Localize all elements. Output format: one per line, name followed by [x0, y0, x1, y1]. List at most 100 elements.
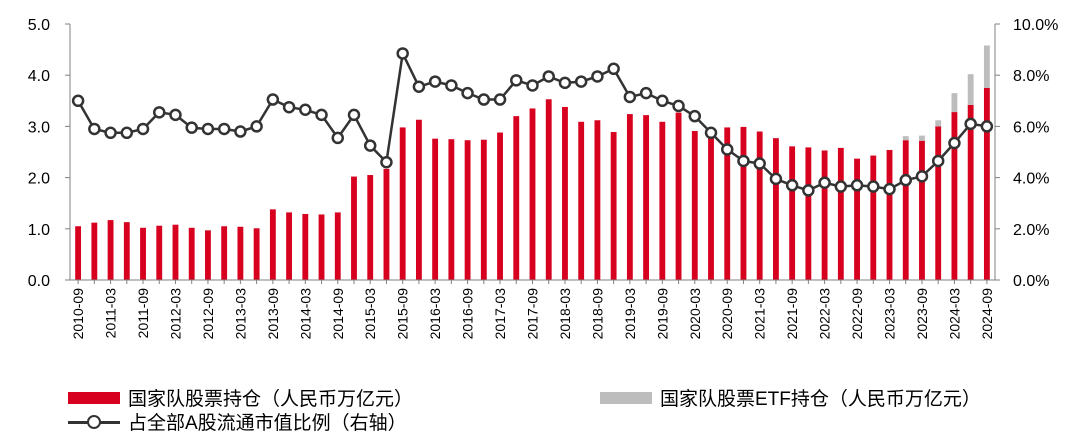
legend-swatch-gray-bar — [600, 391, 652, 404]
bar-holdings-2019-03 — [626, 114, 633, 280]
ratio-point-2023-12 — [931, 154, 945, 168]
bar-etf-2023-09 — [919, 135, 925, 141]
x-tick-label-2024-03: 2024-03 — [946, 288, 962, 340]
x-tick-label-2012-09: 2012-09 — [200, 288, 216, 340]
legend-item-etf: 国家队股票ETF持仓（人民币万亿元） — [600, 384, 981, 411]
bar-holdings-2013-06 — [253, 228, 260, 280]
bar-holdings-2022-03 — [821, 150, 828, 280]
right-tick-label-0.0%: 0.0% — [1013, 273, 1049, 290]
left-tick-label-0.0: 0.0 — [28, 273, 50, 290]
bar-holdings-2018-09 — [594, 120, 601, 280]
right-tick-label-10.0%: 10.0% — [1013, 17, 1058, 34]
bar-holdings-2020-12 — [740, 126, 747, 280]
ratio-point-2023-06 — [899, 173, 912, 187]
x-tick-label-2024-09: 2024-09 — [979, 288, 995, 340]
bar-holdings-2011-06 — [123, 222, 130, 280]
right-tick-label-8.0%: 8.0% — [1013, 68, 1049, 85]
bar-holdings-2016-09 — [464, 140, 471, 280]
x-tick-label-2011-09: 2011-09 — [135, 288, 151, 339]
ratio-point-2012-09 — [201, 122, 215, 136]
legend-item-ratio: 占全部A股流通市值比例（右轴） — [68, 408, 407, 435]
ratio-point-2013-06 — [250, 120, 263, 133]
bar-holdings-2014-09 — [334, 212, 341, 280]
ratio-line-layer — [71, 47, 994, 197]
bar-holdings-2017-12 — [545, 99, 552, 280]
bar-holdings-2021-09 — [789, 146, 796, 280]
bar-holdings-2016-03 — [432, 138, 439, 280]
bar-holdings-2012-03 — [172, 224, 179, 280]
ratio-point-2020-09 — [720, 143, 734, 156]
bar-etf-2024-09 — [983, 45, 990, 88]
bar-holdings-2018-06 — [578, 121, 585, 281]
x-tick-label-2023-03: 2023-03 — [882, 288, 898, 340]
bar-holdings-2012-09 — [205, 230, 211, 280]
ratio-point-2019-12 — [672, 99, 685, 113]
bar-holdings-2011-12 — [156, 225, 163, 280]
ratio-point-2016-12 — [477, 93, 491, 106]
ratio-point-2018-09 — [591, 70, 604, 83]
bar-layer — [75, 45, 990, 281]
ratio-point-2018-06 — [574, 75, 588, 88]
bar-holdings-2010-09 — [75, 226, 82, 280]
bar-holdings-2015-06 — [383, 168, 390, 280]
ratio-point-2020-03 — [688, 109, 702, 123]
ratio-point-2024-09 — [980, 120, 994, 133]
x-tick-label-2014-03: 2014-03 — [297, 288, 313, 340]
x-tick-label-2017-09: 2017-09 — [525, 288, 541, 340]
ratio-point-2012-03 — [169, 108, 182, 122]
bar-holdings-2024-06 — [967, 104, 974, 281]
bar-holdings-2018-12 — [610, 132, 617, 280]
bar-holdings-2022-12 — [870, 155, 877, 280]
bar-holdings-2019-12 — [675, 112, 682, 281]
ratio-point-2016-06 — [445, 79, 458, 92]
x-tick-label-2021-09: 2021-09 — [784, 288, 800, 340]
x-tick-label-2013-03: 2013-03 — [232, 288, 248, 340]
bar-holdings-2012-06 — [188, 227, 195, 280]
x-tick-label-2018-03: 2018-03 — [557, 288, 573, 340]
ratio-point-2021-06 — [769, 172, 783, 186]
ratio-point-2019-06 — [639, 86, 653, 100]
ratio-point-2010-12 — [88, 122, 101, 136]
ratio-point-2019-03 — [623, 90, 637, 104]
bar-holdings-2015-03 — [367, 175, 374, 280]
bar-holdings-2019-09 — [659, 121, 666, 281]
bar-holdings-2010-12 — [91, 222, 98, 280]
ratio-point-2011-12 — [153, 106, 166, 119]
ratio-point-2014-09 — [331, 131, 345, 145]
bar-holdings-2022-06 — [837, 147, 844, 280]
bar-holdings-2017-09 — [529, 108, 536, 280]
ratio-point-2017-03 — [493, 93, 507, 106]
x-tick-label-2017-03: 2017-03 — [492, 288, 508, 340]
ratio-point-2024-06 — [964, 117, 977, 131]
left-tick-label-3.0: 3.0 — [28, 119, 50, 136]
ratio-point-2012-06 — [185, 121, 198, 134]
legend-label-etf: 国家队股票ETF持仓（人民币万亿元） — [660, 389, 981, 410]
left-tick-label-1.0: 1.0 — [28, 222, 50, 239]
x-tick-label-2015-03: 2015-03 — [362, 288, 378, 340]
bar-holdings-2013-12 — [286, 212, 292, 280]
bar-etf-2023-12 — [935, 120, 942, 127]
bar-holdings-2023-12 — [935, 126, 942, 281]
ratio-point-2020-12 — [737, 154, 750, 168]
ratio-point-2022-09 — [850, 179, 864, 192]
ratio-point-2015-03 — [363, 139, 377, 152]
ratio-point-2021-12 — [802, 184, 815, 197]
right-tick-label-4.0%: 4.0% — [1013, 171, 1049, 188]
bar-holdings-2023-06 — [902, 140, 909, 280]
x-tick-label-2022-09: 2022-09 — [849, 288, 865, 340]
x-tick-label-2015-09: 2015-09 — [395, 288, 411, 340]
bar-holdings-2021-06 — [773, 138, 779, 280]
bar-holdings-2014-06 — [318, 214, 325, 280]
ratio-point-2021-09 — [785, 179, 799, 192]
ratio-point-2017-12 — [542, 70, 555, 83]
bar-holdings-2014-12 — [351, 176, 357, 280]
right-tick-label-6.0%: 6.0% — [1013, 119, 1049, 136]
ratio-point-2013-12 — [282, 100, 296, 114]
x-tick-label-2023-09: 2023-09 — [914, 288, 930, 340]
bar-holdings-2016-06 — [448, 139, 455, 280]
bar-holdings-2024-09 — [983, 88, 990, 280]
x-tick-label-2014-09: 2014-09 — [330, 288, 346, 340]
bar-holdings-2011-03 — [107, 220, 114, 280]
bar-holdings-2020-09 — [724, 127, 731, 280]
